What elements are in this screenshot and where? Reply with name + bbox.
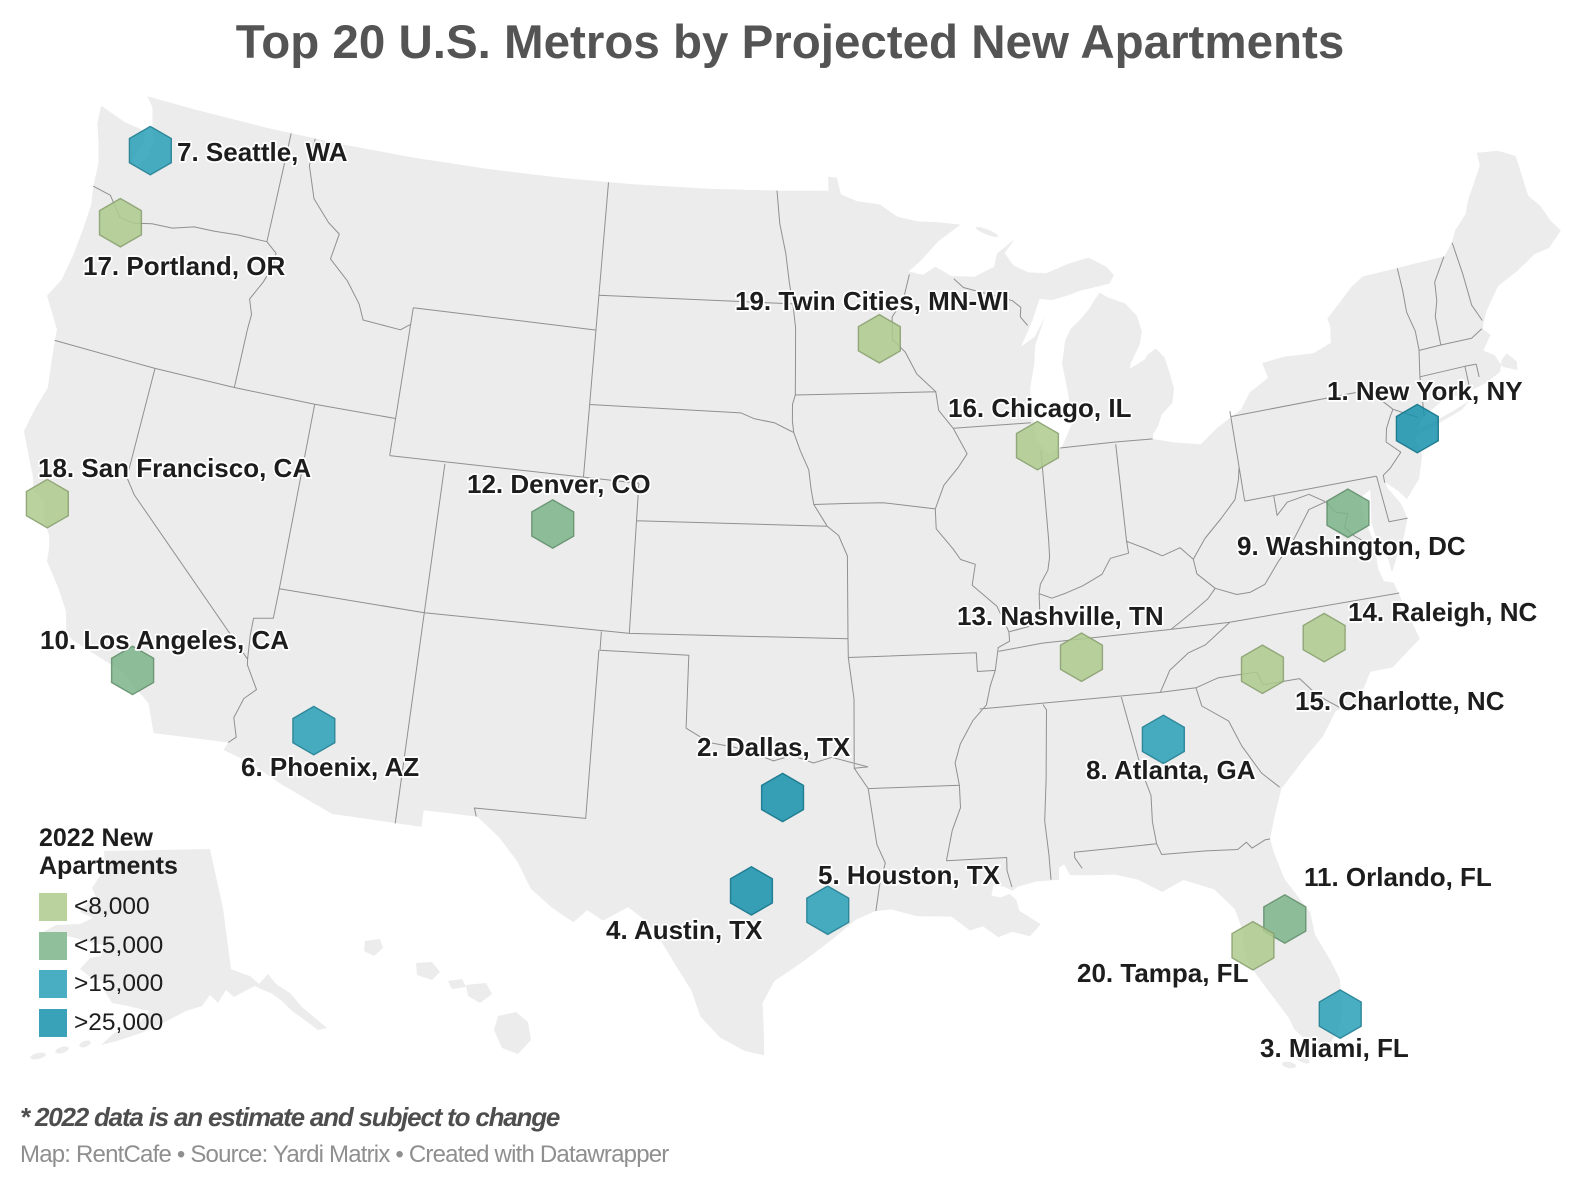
svg-text:10. Los Angeles, CA: 10. Los Angeles, CA	[40, 625, 289, 655]
svg-text:19. Twin Cities, MN-WI: 19. Twin Cities, MN-WI	[735, 286, 1009, 316]
svg-text:15. Charlotte, NC: 15. Charlotte, NC	[1295, 686, 1505, 716]
svg-text:1. New York, NY: 1. New York, NY	[1327, 376, 1523, 406]
svg-text:20. Tampa, FL: 20. Tampa, FL	[1077, 958, 1249, 988]
svg-text:14. Raleigh, NC: 14. Raleigh, NC	[1348, 597, 1537, 627]
svg-text:7. Seattle, WA: 7. Seattle, WA	[177, 137, 348, 167]
svg-text:11. Orlando, FL: 11. Orlando, FL	[1304, 862, 1492, 892]
svg-text:16. Chicago, IL: 16. Chicago, IL	[948, 393, 1132, 423]
svg-text:12. Denver, CO: 12. Denver, CO	[467, 469, 651, 499]
svg-text:18. San Francisco, CA: 18. San Francisco, CA	[38, 453, 311, 483]
svg-text:3. Miami, FL: 3. Miami, FL	[1260, 1033, 1409, 1063]
svg-text:2. Dallas, TX: 2. Dallas, TX	[697, 732, 851, 762]
svg-text:13. Nashville, TN: 13. Nashville, TN	[957, 601, 1164, 631]
svg-text:17. Portland, OR: 17. Portland, OR	[83, 251, 285, 281]
svg-text:6. Phoenix, AZ: 6. Phoenix, AZ	[241, 752, 419, 782]
svg-text:9. Washington, DC: 9. Washington, DC	[1237, 531, 1466, 561]
svg-text:8. Atlanta, GA: 8. Atlanta, GA	[1086, 755, 1256, 785]
svg-text:5. Houston, TX: 5. Houston, TX	[818, 860, 1001, 890]
svg-text:4. Austin, TX: 4. Austin, TX	[606, 915, 763, 945]
